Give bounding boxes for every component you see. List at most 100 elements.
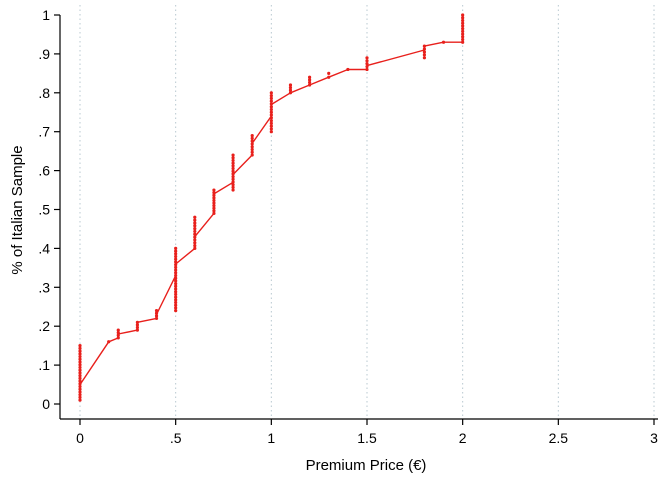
data-point: [174, 273, 178, 278]
data-point: [78, 382, 82, 386]
y-tick-label: .7: [38, 124, 50, 140]
data-point: [269, 107, 273, 112]
data-point: [193, 221, 197, 225]
data-point: [269, 118, 273, 123]
data-point: [135, 325, 139, 330]
data-point: [78, 379, 82, 383]
data-point: [193, 215, 197, 219]
data-point: [174, 303, 178, 307]
data-point: [288, 86, 293, 90]
data-point: [78, 354, 82, 359]
data-point: [78, 376, 82, 380]
data-point: [231, 169, 235, 173]
x-tick-label: 2.5: [549, 430, 569, 446]
data-point: [269, 116, 273, 120]
data-point: [174, 290, 178, 294]
data-point: [154, 316, 159, 321]
data-point: [250, 136, 254, 140]
data-point: [193, 224, 197, 228]
data-point: [212, 191, 216, 195]
data-point: [365, 62, 369, 66]
data-point: [193, 229, 197, 234]
data-point: [174, 292, 178, 297]
point-cluster: [231, 153, 235, 192]
point-cluster: [422, 44, 426, 60]
data-point: [78, 384, 82, 389]
data-point: [78, 390, 82, 394]
data-point: [250, 147, 254, 152]
data-point: [78, 371, 82, 375]
data-point: [365, 64, 369, 69]
data-point: [269, 124, 273, 128]
data-point: [174, 254, 178, 259]
data-point: [288, 91, 293, 95]
data-point: [174, 265, 178, 269]
data-point: [231, 185, 235, 189]
y-tick-label: .3: [38, 279, 50, 295]
data-point: [174, 263, 178, 267]
point-cluster: [116, 328, 120, 340]
point-cluster: [308, 75, 312, 87]
point-cluster: [212, 188, 216, 215]
data-point: [461, 29, 465, 33]
point-cluster: [269, 91, 273, 134]
x-tick-label: 1: [267, 430, 275, 446]
data-point: [461, 37, 465, 42]
data-point: [212, 196, 216, 200]
data-point: [212, 211, 216, 215]
data-point: [231, 158, 235, 163]
data-point: [269, 91, 273, 95]
point-cluster: [441, 40, 446, 44]
x-axis-ticks: 0 .5 1 1.5 2 2.5 3: [76, 419, 658, 446]
data-point: [193, 246, 197, 250]
point-cluster: [174, 246, 178, 313]
data-point: [174, 252, 178, 256]
point-cluster: [193, 215, 197, 250]
data-point: [78, 344, 82, 348]
data-point: [441, 40, 446, 44]
x-tick-label: 0: [76, 430, 84, 446]
data-point: [250, 139, 254, 143]
data-point: [174, 287, 178, 291]
axes: [59, 15, 658, 420]
data-point: [174, 249, 178, 253]
data-point: [461, 16, 465, 20]
data-point: [135, 328, 139, 332]
data-point: [212, 188, 216, 192]
gridlines: [79, 5, 655, 416]
y-tick-label: .6: [38, 163, 50, 179]
data-point: [174, 271, 178, 275]
data-point: [174, 260, 178, 264]
data-point: [269, 121, 273, 125]
y-tick-label: 0: [42, 396, 50, 412]
data-point: [154, 309, 159, 313]
data-point: [231, 174, 235, 179]
y-axis-ticks: 0 .1 .2 .3 .4 .5 .6 .7 .8 .9 1: [38, 7, 60, 412]
data-point: [422, 56, 426, 60]
point-cluster: [135, 320, 139, 332]
data-point: [212, 209, 216, 213]
data-point: [116, 331, 120, 335]
point-cluster: [365, 56, 369, 72]
data-point: [422, 44, 426, 48]
data-point: [193, 226, 197, 231]
data-point: [269, 113, 273, 117]
y-tick-label: 1: [42, 7, 50, 23]
data-point: [116, 336, 120, 340]
data-point: [154, 311, 159, 315]
data-point: [231, 183, 235, 187]
data-point: [461, 21, 465, 25]
data-point: [461, 35, 465, 39]
data-point: [461, 40, 465, 44]
data-point: [174, 284, 178, 288]
data-point: [174, 281, 178, 286]
data-point: [250, 145, 254, 149]
x-tick-label: .5: [170, 430, 182, 446]
data-point: [78, 360, 82, 364]
data-point: [250, 150, 254, 154]
data-point: [78, 349, 82, 353]
data-point: [154, 314, 159, 318]
data-point: [212, 198, 216, 203]
